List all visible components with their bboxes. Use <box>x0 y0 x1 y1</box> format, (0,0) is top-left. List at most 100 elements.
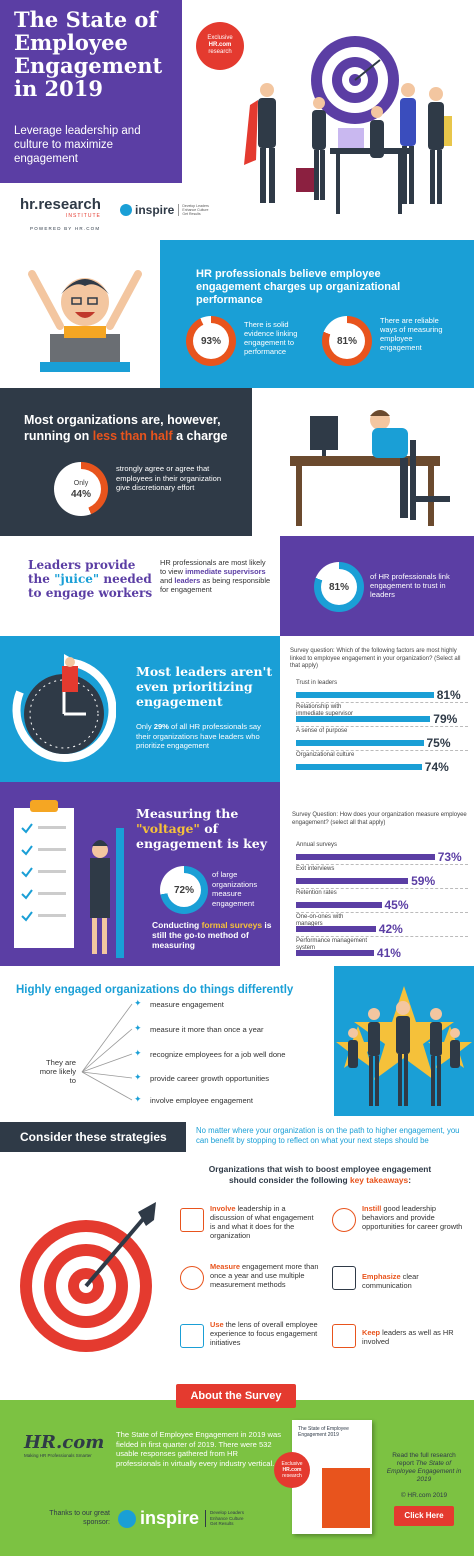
badge-line: HR.com <box>282 1467 302 1473</box>
purple-panel <box>280 536 474 636</box>
title-line: in 2019 <box>14 76 104 101</box>
bar-row: A sense of purpose 75% <box>296 728 468 752</box>
takeaway-rest: leaders as well as HR involved <box>362 1328 454 1346</box>
text-part: Only <box>136 722 154 731</box>
text-bold: immediate supervisors <box>185 567 266 576</box>
badge-line: Exclusive <box>281 1461 303 1467</box>
list-item: provide career growth opportunities <box>150 1074 270 1083</box>
takeaway-verb: Keep <box>362 1328 381 1337</box>
tag-line: Get Results <box>182 212 201 216</box>
takeaway-verb: Emphasize <box>362 1272 401 1281</box>
stat-donut-72: 72% <box>160 866 208 914</box>
check-icon: ✦ <box>134 1072 142 1082</box>
bar <box>296 716 431 722</box>
section3-stat-text: of HR professionals link engagement to t… <box>370 572 450 599</box>
check-icon: ✦ <box>134 1094 142 1104</box>
bar-label: Performance management system <box>296 938 368 951</box>
bar <box>296 926 376 932</box>
badge-line: HR.com <box>208 42 232 48</box>
header-section: The State of Employee Engagement in 2019… <box>0 0 474 240</box>
title-part: Measuring the <box>136 806 239 821</box>
title-line: Engagement <box>14 53 163 78</box>
exclusive-badge: Exclusive HR.com research <box>196 22 244 70</box>
text-part: : <box>408 1174 411 1185</box>
copyright: © HR.com 2019 <box>400 1492 448 1499</box>
report-title-italic: The State of Employee Engagement in 2019 <box>386 1460 462 1483</box>
bar <box>296 764 422 770</box>
strategies-section: Consider these strategies No matter wher… <box>0 1116 474 1374</box>
section1-title: HR professionals believe employee engage… <box>196 268 401 306</box>
section6-title: Highly engaged organizations do things d… <box>16 984 294 996</box>
text-part: HR professionals are most likely to view <box>160 558 266 576</box>
about-text: The State of Employee Engagement in 2019… <box>116 1430 282 1468</box>
inspire-logo: inspire Develop Leaders Enhance Culture … <box>120 203 209 217</box>
bar-value: 59% <box>411 874 436 888</box>
bar-row: Relationship with immediate supervisor 79… <box>296 704 468 728</box>
title-line: Leaders provide <box>28 558 136 572</box>
donut-center: Only 44% <box>61 469 101 509</box>
check-icon: ✦ <box>134 1048 142 1058</box>
tag-line: Develop Leaders <box>182 204 209 208</box>
takeaway-rest: the lens of overall employee experience … <box>210 1320 318 1347</box>
about-tab: About the Survey <box>176 1384 296 1408</box>
sponsor-inspire-logo: inspire Develop Leaders Enhance Culture … <box>118 1508 244 1529</box>
bar-value: 81% <box>436 688 461 702</box>
magnifier-icon <box>180 1324 204 1348</box>
text-part: Conducting <box>152 920 202 930</box>
check-icon: ✦ <box>134 1023 142 1033</box>
donut-center: 93% <box>193 323 229 359</box>
chat-icon <box>332 1266 356 1290</box>
prioritizing-section: Most leaders aren't even prioritizing en… <box>0 636 474 782</box>
click-here-button[interactable]: Click Here <box>394 1506 454 1526</box>
takeaway-verb: Instill <box>362 1204 382 1213</box>
list-item: measure engagement <box>150 1000 224 1009</box>
hrcom-logo: HR.com Making HR Professionals Smarter <box>24 1432 104 1458</box>
bar-row: Retention rates 45% <box>296 890 468 914</box>
subtitle-line: Leverage leadership and <box>14 125 141 137</box>
bar-separator <box>296 912 468 913</box>
bar-label: Annual surveys <box>296 842 338 848</box>
team-target-illustration <box>244 36 452 214</box>
takeaway-rest: engagement more than once a year and use… <box>210 1262 319 1289</box>
stat2-value: 81% <box>336 335 357 347</box>
takeaway-instill: Instill good leadership behaviors and pr… <box>362 1204 468 1231</box>
report-image <box>322 1468 370 1528</box>
stat1-value: 93% <box>200 335 221 347</box>
bar-separator <box>296 936 468 937</box>
section5-title: Measuring the "voltage" of engagement is… <box>136 806 276 851</box>
key-takeaways-highlight: key takeaways <box>349 1174 409 1185</box>
tag-line: Develop Leaders <box>210 1510 245 1516</box>
title-line: Employee <box>14 30 128 55</box>
about-section: About the Survey HR.com Making HR Profes… <box>0 1374 474 1556</box>
bar <box>296 878 409 884</box>
stat2-text: There are reliable ways of measuring emp… <box>380 316 443 352</box>
strategies-title: Consider these strategies <box>20 1130 167 1144</box>
header-purple-panel <box>0 0 182 183</box>
takeaways-subtitle: Organizations that wish to boost employe… <box>200 1164 440 1185</box>
donut-center: 81% <box>321 569 357 605</box>
bar-separator <box>296 702 468 703</box>
text-part: is still the go-to method of measuring <box>152 920 272 950</box>
hrcom-tagline: Making HR Professionals Smarter <box>24 1453 92 1458</box>
juice-section: Leaders provide the "juice" needed to en… <box>0 536 474 636</box>
title-line: The State of <box>14 7 158 32</box>
handshake-icon <box>332 1324 356 1348</box>
differently-section: Highly engaged organizations do things d… <box>0 966 474 1116</box>
title-part: the <box>28 572 55 586</box>
bar <box>296 950 374 956</box>
bar-row: Exit interviews 59% <box>296 866 468 890</box>
excited-worker-illustration <box>28 270 142 372</box>
subtitle-line: culture to maximize <box>14 139 114 151</box>
voltage-section: Measuring the "voltage" of engagement is… <box>0 782 474 966</box>
stars-team-illustration <box>336 986 472 1106</box>
takeaway-verb: Involve <box>210 1204 236 1213</box>
report-title: The State of Employee Engagement 2019 <box>298 1426 349 1438</box>
text-bold: leaders <box>174 576 201 585</box>
hrresearch-wordmark: hr.research <box>20 196 101 213</box>
inspire-wordmark: inspire <box>140 1508 200 1528</box>
bar-row: Trust in leaders 81% <box>296 680 468 704</box>
strategies-intro: No matter where your organization is on … <box>196 1126 460 1145</box>
title-part: Most organizations are, however, running… <box>24 413 221 443</box>
list-item: recognize employees for a job well done <box>150 1050 286 1059</box>
takeaway-involve: Involve leadership in a discussion of wh… <box>210 1204 318 1240</box>
